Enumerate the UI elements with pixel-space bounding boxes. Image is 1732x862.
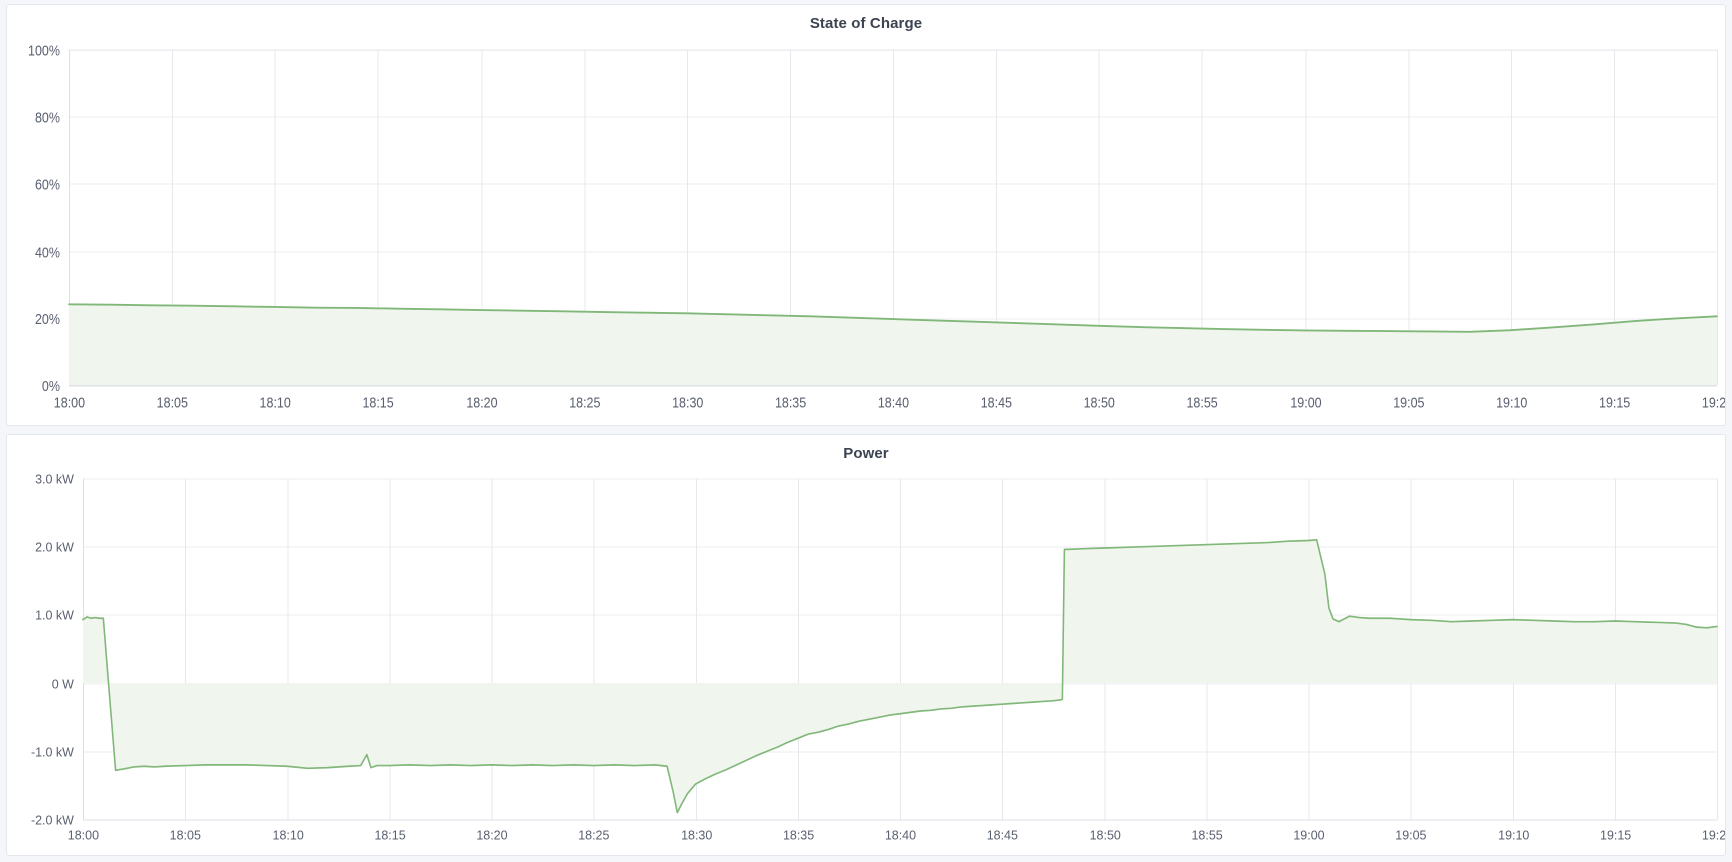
x-axis-tick-label: 19:20 bbox=[1702, 394, 1725, 410]
x-axis-tick-label: 18:40 bbox=[878, 394, 910, 410]
panel-title-state-of-charge: State of Charge bbox=[809, 15, 923, 32]
x-axis-tick-label: 19:10 bbox=[1496, 394, 1528, 410]
x-axis-tick-label: 19:00 bbox=[1290, 394, 1322, 410]
y-axis-tick-label: 80% bbox=[35, 110, 60, 126]
y-axis-tick-label: 1.0 kW bbox=[35, 607, 74, 622]
y-axis-tick-label: 100% bbox=[28, 43, 60, 59]
y-axis-tick-label: 3.0 kW bbox=[35, 471, 74, 486]
panel-title-power: Power bbox=[843, 445, 889, 462]
chart-svg-state-of-charge[interactable]: 100% 80% 60% 40% 20% 0%18:00 18:05 18:10 18:15 18… bbox=[7, 38, 1725, 425]
y-axis-tick-label: 20% bbox=[35, 311, 60, 327]
x-axis-tick-label: 18:30 bbox=[681, 827, 712, 842]
y-axis-tick-label: -2.0 kW bbox=[31, 812, 74, 827]
chart-svg-power[interactable]: 3.0 kW 2.0 kW 1.0 kW 0 W -1.0 kW -2.0 kW18:00… bbox=[7, 468, 1725, 855]
x-axis-tick-label: 18:35 bbox=[783, 827, 814, 842]
x-axis-tick-label: 18:35 bbox=[775, 394, 806, 410]
x-axis-tick-label: 18:25 bbox=[569, 394, 600, 410]
x-axis-tick-label: 19:15 bbox=[1600, 827, 1631, 842]
x-axis-tick-label: 18:15 bbox=[362, 394, 393, 410]
x-axis-tick-label: 18:10 bbox=[260, 394, 292, 410]
x-axis-tick-label: 18:00 bbox=[54, 394, 86, 410]
x-axis-tick-label: 18:55 bbox=[1191, 827, 1222, 842]
x-axis-tick-label: 18:20 bbox=[476, 827, 507, 842]
y-axis-tick-label: 0% bbox=[42, 378, 60, 394]
x-axis-tick-label: 18:45 bbox=[987, 827, 1018, 842]
series-line-path bbox=[68, 303, 1718, 333]
x-axis-tick-label: 19:15 bbox=[1599, 394, 1630, 410]
panel-power: Power 3.0 kW 2.0 kW 1.0 kW 0 W -1.0 kW -2.0 k… bbox=[6, 434, 1726, 856]
x-axis-tick-label: 19:05 bbox=[1393, 394, 1424, 410]
y-axis-tick-label: 2.0 kW bbox=[35, 539, 74, 554]
x-axis-tick-label: 18:50 bbox=[1084, 394, 1116, 410]
x-axis-tick-label: 18:15 bbox=[374, 827, 405, 842]
series-area-fill bbox=[68, 304, 1718, 386]
chart-power[interactable]: 3.0 kW 2.0 kW 1.0 kW 0 W -1.0 kW -2.0 kW 18:00… bbox=[7, 468, 1725, 855]
series-line-path bbox=[82, 538, 1718, 814]
panel-state-of-charge: State of Charge 100% 80% 60% 40% 20% 0% 18:00 1… bbox=[6, 4, 1726, 426]
x-axis-tick-label: 18:10 bbox=[273, 827, 304, 842]
y-axis-tick-label: 0 W bbox=[52, 676, 74, 691]
chart-state-of-charge[interactable]: 100% 80% 60% 40% 20% 0% 18:00 18:05 18:10 18:15 18… bbox=[7, 38, 1725, 425]
y-axis-tick-label: -1.0 kW bbox=[31, 744, 74, 759]
x-axis-tick-label: 18:05 bbox=[170, 827, 201, 842]
x-axis-tick-label: 18:50 bbox=[1090, 827, 1121, 842]
y-axis-tick-label: 60% bbox=[35, 176, 60, 192]
x-axis-tick-label: 19:05 bbox=[1395, 827, 1426, 842]
x-axis-tick-label: 18:00 bbox=[68, 827, 99, 842]
x-axis-tick-label: 19:00 bbox=[1293, 827, 1324, 842]
x-axis-tick-label: 18:25 bbox=[578, 827, 609, 842]
x-axis-tick-label: 18:55 bbox=[1186, 394, 1217, 410]
x-axis-tick-label: 18:40 bbox=[885, 827, 916, 842]
y-axis-tick-label: 40% bbox=[35, 244, 60, 260]
x-axis-tick-label: 18:20 bbox=[466, 394, 498, 410]
x-axis-tick-label: 18:45 bbox=[981, 394, 1012, 410]
x-axis-tick-label: 18:30 bbox=[672, 394, 704, 410]
series-area-fill bbox=[82, 539, 1718, 813]
x-axis-tick-label: 19:20 bbox=[1702, 827, 1725, 842]
x-axis-tick-label: 19:10 bbox=[1498, 827, 1529, 842]
x-axis-tick-label: 18:05 bbox=[157, 394, 188, 410]
